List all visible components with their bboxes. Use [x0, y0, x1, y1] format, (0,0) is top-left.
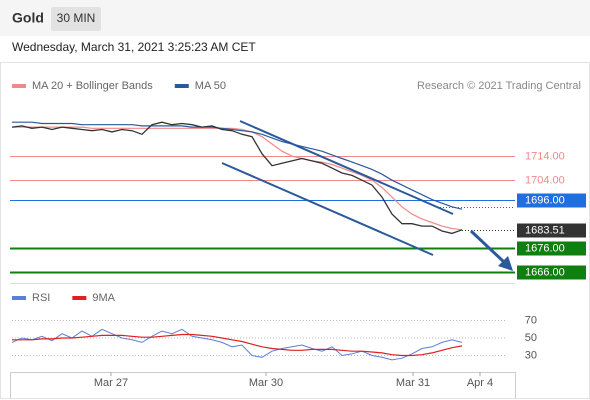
- x-tick-label: Mar 27: [94, 377, 128, 389]
- forecast-arrow: [469, 229, 506, 264]
- legend-swatch: [12, 296, 26, 300]
- rsi-chart: 30 50 70 Mar 27 Mar 30 Mar 31 Apr 4 RSI 9MA: [11, 292, 537, 389]
- trend-line-lower: [221, 162, 434, 256]
- level-label: 1714.00: [525, 150, 565, 162]
- level-label: 1676.00: [525, 242, 565, 254]
- level-tag: [517, 265, 586, 280]
- legend-label: RSI: [32, 292, 50, 304]
- x-tick-label: Apr 4: [467, 377, 493, 389]
- y-tick-label: 70: [525, 314, 537, 326]
- y-tick-label: 50: [525, 332, 537, 344]
- price-chart: 1714.00 1704.00 1696.00 1683.51 1676.00 1666.…: [10, 80, 586, 280]
- level-tag: [517, 193, 586, 208]
- legend-swatch: [72, 296, 87, 300]
- forecast-arrow-head: [498, 256, 513, 271]
- level-label: 1683.51: [525, 224, 565, 236]
- timestamp: Wednesday, March 31, 2021 3:25:23 AM CET: [12, 40, 256, 54]
- instrument-title: Gold: [12, 10, 44, 26]
- series-line: [12, 121, 463, 210]
- level-label: 1696.00: [525, 194, 565, 206]
- trend-line-upper: [239, 120, 454, 215]
- series-line: [11, 328, 463, 361]
- series-line: [12, 126, 463, 231]
- legend-label: MA 20 + Bollinger Bands: [32, 80, 153, 92]
- x-tick-label: Mar 31: [396, 377, 430, 389]
- series-line: [12, 333, 463, 357]
- interval-button[interactable]: [51, 7, 101, 31]
- legend-label: MA 50: [195, 80, 226, 92]
- credit: Research © 2021 Trading Central: [417, 80, 581, 92]
- legend-swatch: [12, 84, 26, 88]
- price-line: [11, 121, 463, 235]
- legend-label: 9MA: [92, 292, 115, 304]
- level-tag: [517, 223, 586, 238]
- level-tag: [517, 241, 586, 256]
- legend-swatch: [174, 84, 189, 88]
- interval-label[interactable]: 30 MIN: [57, 11, 96, 25]
- y-tick-label: 30: [525, 349, 537, 361]
- level-label: 1704.00: [525, 174, 565, 186]
- level-label: 1666.00: [525, 266, 565, 278]
- x-tick-label: Mar 30: [249, 377, 283, 389]
